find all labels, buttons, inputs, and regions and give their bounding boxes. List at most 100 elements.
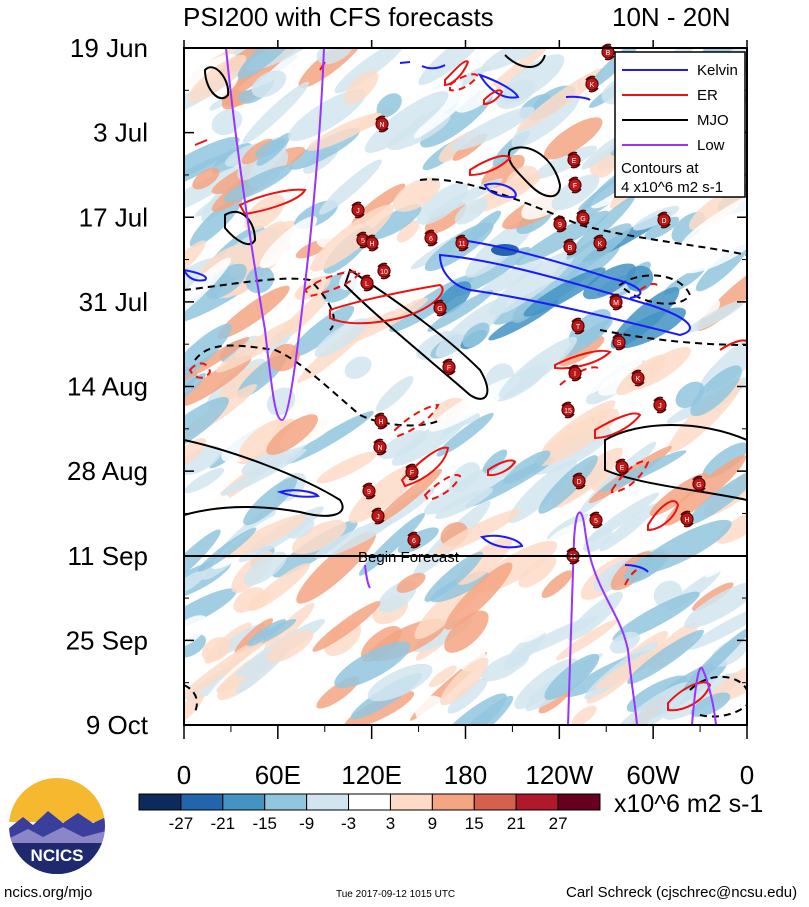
- er-contour-neg: [393, 403, 440, 438]
- shade-patch: [623, 551, 667, 583]
- svg-text:F: F: [447, 365, 451, 372]
- shade-patch: [187, 54, 247, 103]
- shade-patch: [418, 48, 493, 86]
- shade-patch: [364, 271, 447, 317]
- shade-patch: [348, 464, 419, 524]
- shade-patch: [583, 527, 613, 553]
- shade-patch: [627, 629, 704, 685]
- x-tick-label: 120E: [341, 760, 402, 790]
- er-contour: [400, 446, 450, 488]
- y-tick-label: 11 Sep: [68, 541, 148, 571]
- storm-marker: E: [567, 151, 581, 169]
- shade-patch: [435, 487, 493, 519]
- storm-marker: N: [375, 115, 389, 133]
- colorbar-swatch: [306, 793, 350, 811]
- colorbar-tick-label: -27: [169, 814, 194, 833]
- er-contour-neg: [639, 282, 659, 291]
- y-axis: 19 Jun 3 Jul 17 Jul 31 Jul 14 Aug 28 Aug 11 Se…: [66, 33, 747, 740]
- storm-marker: D: [572, 472, 586, 490]
- storm-marker: M: [609, 293, 623, 311]
- svg-text:L: L: [365, 281, 369, 288]
- colorbar: -27 -21 -15 -9 -3 3 9 15 21 27: [138, 793, 601, 833]
- er-contour-neg: [423, 474, 462, 502]
- svg-text:M: M: [613, 300, 619, 307]
- shade-patch: [690, 365, 742, 417]
- shade-patch: [705, 529, 747, 578]
- storm-marker: H: [680, 510, 694, 528]
- mjo-contour: [604, 424, 747, 502]
- kelvin-contour: [184, 268, 207, 282]
- shade-patch: [238, 419, 288, 462]
- shade-patch: [206, 679, 270, 720]
- x-axis: 0 60E 120E 180 120W 60W 0: [177, 40, 754, 790]
- colorbar-swatch: [557, 793, 601, 811]
- shade-patch: [396, 572, 426, 593]
- shade-patch: [237, 48, 300, 80]
- y-tick-label: 28 Aug: [67, 456, 148, 486]
- shade-patch: [184, 355, 252, 407]
- footer-url[interactable]: ncics.org/mjo: [4, 884, 93, 901]
- kelvin-contour: [624, 564, 649, 573]
- svg-text:11: 11: [569, 554, 576, 561]
- low-contour: [567, 511, 638, 725]
- shade-patch: [687, 300, 745, 333]
- er-contour: [554, 349, 612, 370]
- shade-patch: [185, 493, 231, 529]
- storm-marker: S: [612, 333, 626, 351]
- svg-text:H: H: [369, 241, 374, 248]
- shade-patch: [307, 112, 382, 151]
- shade-patch: [538, 455, 598, 514]
- svg-text:E: E: [620, 465, 625, 472]
- shade-patch: [424, 202, 467, 234]
- storm-marker: G: [576, 209, 590, 227]
- shade-patch: [609, 631, 640, 654]
- shade-patch: [286, 411, 374, 464]
- legend-label-low: Low: [697, 137, 725, 154]
- shade-patch: [518, 555, 557, 588]
- shade-patch: [392, 177, 441, 212]
- shade-patch: [216, 315, 307, 373]
- shade-patch: [243, 477, 298, 526]
- y-tick-label: 31 Jul: [79, 287, 148, 317]
- storm-marker: 10: [377, 262, 391, 280]
- colorbar-tick-label: -21: [211, 814, 236, 833]
- shade-patch: [259, 216, 318, 269]
- shade-patch: [688, 603, 747, 650]
- shade-patch: [184, 529, 221, 591]
- colorbar-tick-label: 27: [549, 814, 568, 833]
- storm-marker: K: [593, 234, 607, 252]
- storm-marker: K: [585, 75, 599, 93]
- svg-text:T: T: [576, 324, 581, 331]
- shade-patch: [690, 692, 731, 717]
- shade-patch: [514, 658, 579, 710]
- shade-patch: [344, 356, 372, 379]
- shade-patch: [533, 145, 597, 179]
- shade-patch: [498, 336, 578, 399]
- shade-patch: [291, 520, 347, 555]
- x-tick-label: 60W: [626, 760, 680, 790]
- colorbar-tick-label: -3: [341, 814, 356, 833]
- legend-label-mjo: MJO: [697, 112, 729, 129]
- shade-patch: [610, 287, 680, 349]
- storm-marker: F: [442, 358, 456, 376]
- shade-patch: [413, 69, 493, 139]
- shade-patch: [681, 187, 747, 246]
- shade-patch: [197, 527, 257, 572]
- shade-patch: [489, 250, 575, 316]
- shade-patch: [184, 570, 206, 594]
- shade-patch: [433, 509, 522, 555]
- colorbar-units: x10^6 m2 s-1: [614, 790, 764, 818]
- storm-marker: 9: [362, 482, 376, 500]
- shade-patch: [296, 530, 377, 604]
- shade-patch: [251, 70, 287, 98]
- shade-patch: [391, 415, 467, 466]
- shade-patch: [462, 322, 490, 348]
- shade-patch: [367, 663, 433, 702]
- shade-patch: [544, 653, 600, 700]
- shade-patch: [599, 503, 659, 552]
- shade-patch: [316, 48, 355, 65]
- svg-text:15: 15: [564, 408, 572, 415]
- colorbar-swatch: [389, 793, 433, 811]
- mjo-contour: [203, 66, 230, 100]
